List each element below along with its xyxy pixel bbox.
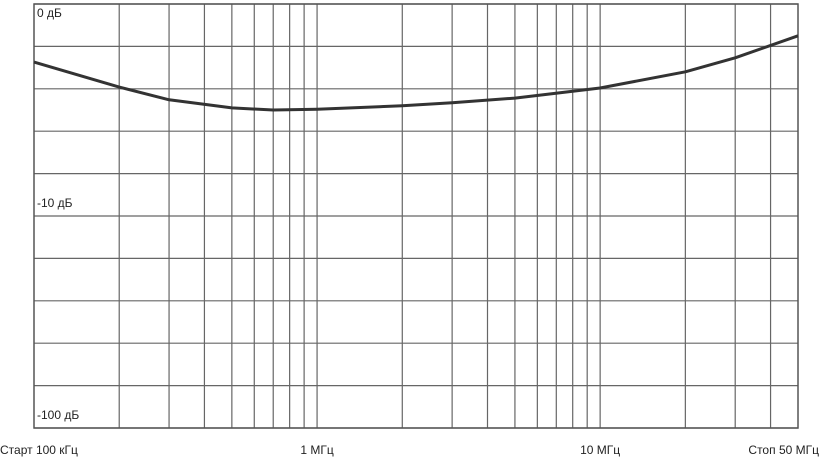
y-tick-label: -10 дБ [37,196,73,210]
x-tick-label: 10 МГц [580,443,620,457]
x-tick-label: Старт 100 кГц [0,443,78,457]
x-tick-label: 1 МГц [300,443,334,457]
y-tick-label: -100 дБ [37,408,79,422]
plot-border [33,3,799,429]
y-tick-label: 0 дБ [37,6,62,20]
response-line [33,34,799,112]
x-tick-label: Стоп 50 МГц [748,443,819,457]
